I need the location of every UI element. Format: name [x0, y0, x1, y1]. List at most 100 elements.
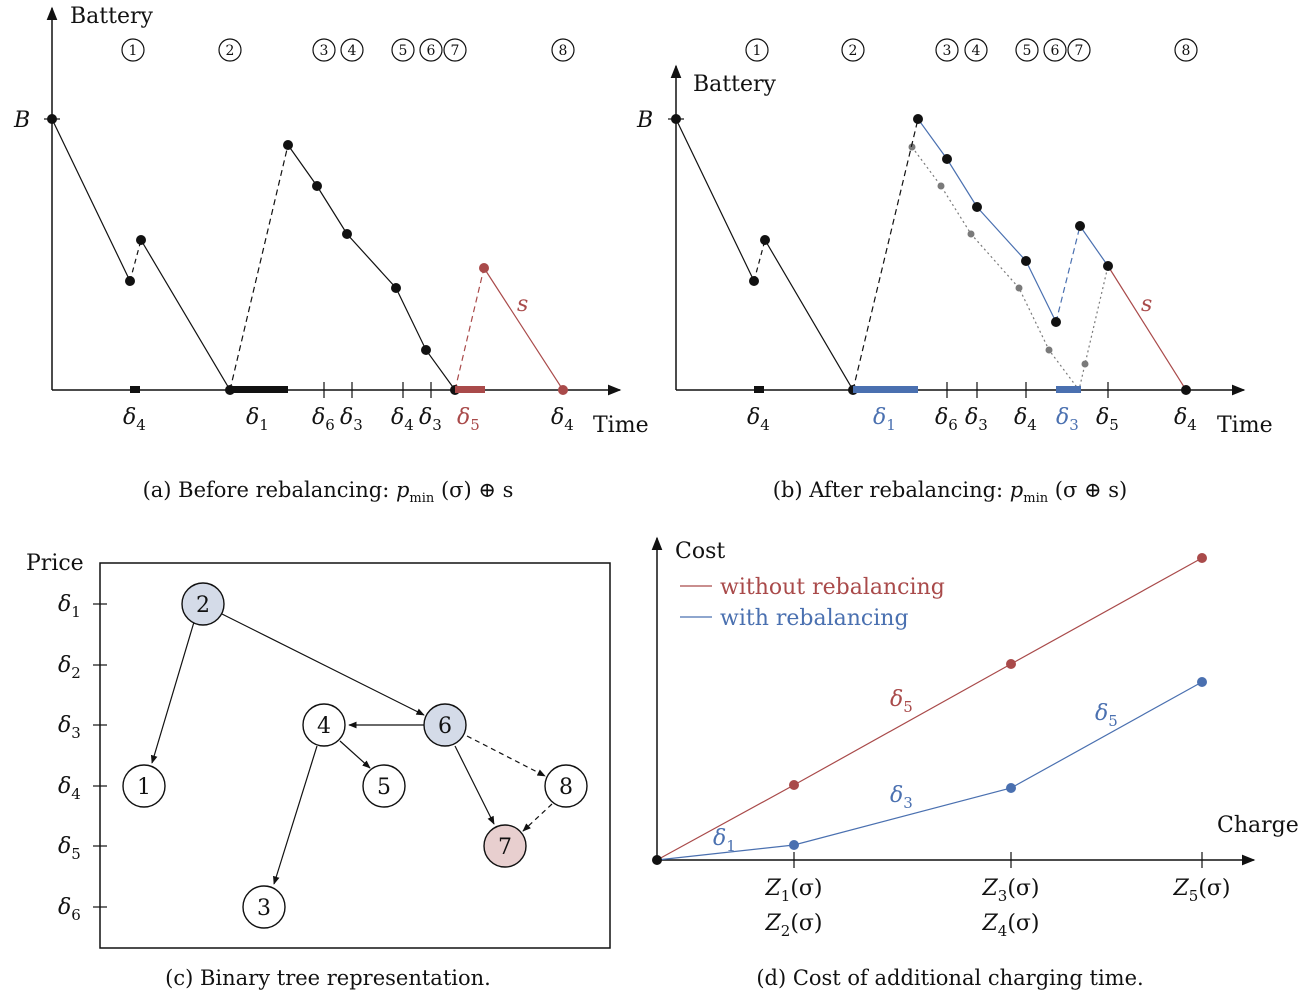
- svg-text:1: 1: [129, 43, 138, 59]
- svg-text:8: 8: [559, 43, 568, 59]
- x-ticks: [793, 852, 1203, 868]
- y-axis-label: Cost: [675, 539, 725, 564]
- marker-7: 7: [443, 38, 467, 62]
- x-tick-labels: δ4 δ1 δ6 δ3 δ4 δ3 δ5 δ4: [123, 405, 574, 434]
- marker-5: 5: [391, 38, 415, 62]
- tick-label: δ3: [340, 405, 363, 434]
- svg-text:2: 2: [849, 43, 858, 59]
- tick-label: δ6: [312, 405, 335, 434]
- tick-label: δ4: [1174, 405, 1197, 434]
- tick-label: Z1(σ): [764, 876, 822, 905]
- legend: without rebalancing with rebalancing: [680, 575, 945, 631]
- cost-lines: [656, 557, 1203, 861]
- tree-frame: [99, 562, 611, 949]
- level-label: δ5: [58, 834, 81, 863]
- svg-text:4: 4: [317, 714, 331, 739]
- caption-a: (a) Before rebalancing: pmin (σ) ⊕ s: [143, 478, 514, 506]
- tick-label: Z5(σ): [1172, 876, 1230, 905]
- caption-d: (d) Cost of additional charging time.: [756, 966, 1143, 990]
- x-tick-labels: δ4 δ1 δ6 δ3 δ4 δ3 δ5 δ4: [747, 405, 1197, 434]
- marker-1: 1: [745, 38, 769, 62]
- price-label: Price: [26, 551, 84, 576]
- tree-edges: [150, 613, 553, 885]
- tick-label: Z3(σ): [981, 876, 1039, 905]
- svg-text:5: 5: [1023, 43, 1032, 59]
- marker-1: 1: [121, 38, 145, 62]
- segment-labels: δ5 δ5 δ3 δ1: [713, 687, 1118, 855]
- segment-label: δ1: [713, 826, 736, 855]
- svg-text:3: 3: [943, 43, 952, 59]
- marker-4: 4: [964, 38, 988, 62]
- tick-label: δ3: [965, 405, 988, 434]
- battery-points: [47, 114, 568, 395]
- tick-label: δ4: [1014, 405, 1037, 434]
- svg-text:1: 1: [753, 43, 762, 59]
- x-axis-label: Time: [1217, 413, 1273, 438]
- tick-label: Z2(σ): [764, 911, 822, 940]
- marker-5: 5: [1015, 38, 1039, 62]
- circle-markers: 1 2 3 4 5 6 7 8: [121, 38, 575, 62]
- charge-interval-rebalanced: [1056, 386, 1081, 393]
- level-label: δ2: [58, 653, 81, 682]
- legend-label-blue: with rebalancing: [720, 606, 909, 631]
- svg-text:6: 6: [1051, 43, 1060, 59]
- marker-4: 4: [340, 38, 364, 62]
- marker-3: 3: [935, 38, 959, 62]
- marker-3: 3: [312, 38, 336, 62]
- svg-text:4: 4: [348, 43, 357, 59]
- b-label: B: [636, 108, 653, 133]
- panel-a: Battery Time B 1 2 3 4 5 6 7 8: [13, 4, 649, 506]
- s-label: s: [517, 292, 528, 317]
- segment-label: δ3: [890, 783, 913, 812]
- segment-label: δ5: [1095, 701, 1118, 730]
- tree-node-6: 6: [423, 703, 467, 747]
- y-axis-label: Battery: [693, 72, 777, 97]
- tree-nodes: 2 6 4 1 5 8 7 3: [122, 582, 588, 929]
- marker-8: 8: [551, 38, 575, 62]
- x-ticks: [323, 382, 432, 398]
- tick-label: Z4(σ): [981, 911, 1039, 940]
- marker-2: 2: [841, 38, 865, 62]
- marker-8: 8: [1174, 38, 1198, 62]
- tick-label: δ5: [457, 405, 480, 434]
- tick-label: δ3: [419, 405, 442, 434]
- charge-interval: [230, 386, 288, 393]
- x-tick-labels: Z1(σ) Z2(σ) Z3(σ) Z4(σ) Z5(σ): [764, 876, 1230, 940]
- battery-path: [675, 118, 1187, 391]
- price-levels: δ1 δ2 δ3 δ4 δ5 δ6: [58, 592, 81, 924]
- cost-points: [652, 553, 1207, 865]
- level-label: δ3: [58, 713, 81, 742]
- svg-text:3: 3: [257, 896, 271, 921]
- panel-d: Cost Charge without rebalancing with reb…: [651, 536, 1299, 990]
- legend-label-red: without rebalancing: [720, 575, 945, 600]
- svg-text:6: 6: [427, 43, 436, 59]
- tick-label: δ1: [246, 405, 269, 434]
- tick-label: δ4: [551, 405, 574, 434]
- circle-markers: 1 2 3 4 5 6 7 8: [745, 38, 1198, 62]
- tick-label: δ1: [873, 405, 896, 434]
- s-label: s: [1141, 292, 1152, 317]
- panel-c: Price δ1 δ2 δ3 δ4 δ5 δ6 2 6: [26, 551, 611, 990]
- tick-label: δ5: [1096, 405, 1119, 434]
- svg-text:7: 7: [451, 43, 460, 59]
- level-label: δ4: [58, 774, 81, 803]
- svg-text:1: 1: [137, 775, 151, 800]
- tree-node-1: 1: [122, 764, 166, 808]
- svg-text:7: 7: [1075, 43, 1084, 59]
- battery-path: [51, 118, 564, 391]
- tree-node-8: 8: [544, 764, 588, 808]
- svg-text:4: 4: [972, 43, 981, 59]
- tick-label: δ6: [935, 405, 958, 434]
- b-label: B: [13, 108, 30, 133]
- marker-2: 2: [218, 38, 242, 62]
- tree-node-3: 3: [242, 885, 286, 929]
- tree-node-5: 5: [362, 764, 406, 808]
- series-without-rebalancing: [656, 557, 1203, 861]
- battery-points: [671, 114, 1191, 395]
- level-label: δ6: [58, 895, 81, 924]
- svg-text:2: 2: [196, 593, 210, 618]
- caption-b: (b) After rebalancing: pmin (σ ⊕ s): [773, 478, 1127, 506]
- panel-b: Battery Time B 1 2 3 4 5 6 7 8: [636, 38, 1273, 506]
- x-ticks: [946, 382, 1109, 398]
